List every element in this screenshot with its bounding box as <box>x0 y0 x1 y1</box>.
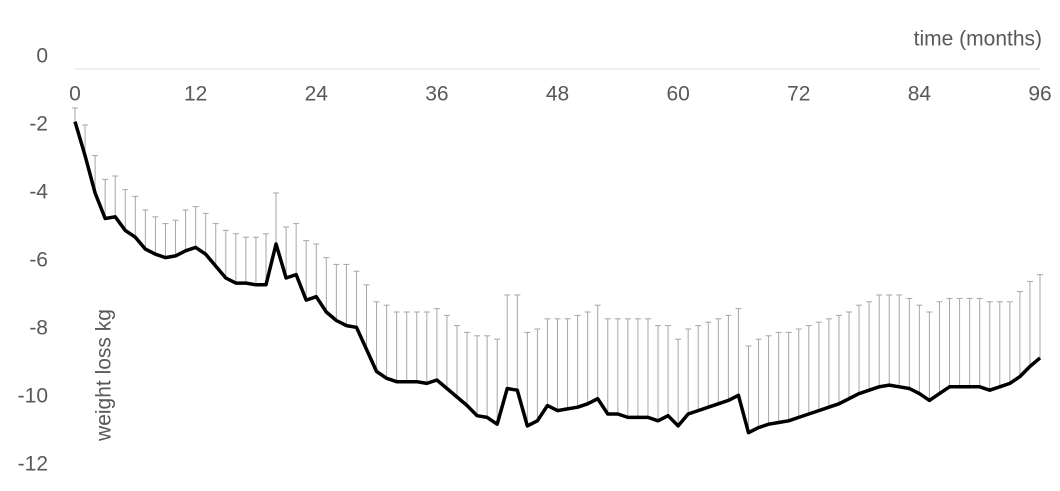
y-tick-label: -2 <box>29 113 48 136</box>
y-tick-label: -12 <box>18 453 48 476</box>
x-tick-label: 96 <box>1028 83 1051 106</box>
x-tick-label: 0 <box>69 83 81 106</box>
y-tick-label: -10 <box>18 385 48 408</box>
data-line <box>73 121 1042 435</box>
y-tick-label: -8 <box>29 317 48 340</box>
y-axis-label: weight loss kg <box>93 309 116 442</box>
y-tick-label: -6 <box>29 249 48 272</box>
x-tick-label: 24 <box>305 83 329 106</box>
x-tick-label: 60 <box>666 83 689 106</box>
x-tick-label: 84 <box>908 83 932 106</box>
x-tick-label: 72 <box>787 83 810 106</box>
x-tick-label: 12 <box>184 83 207 106</box>
x-tick-label: 36 <box>425 83 448 106</box>
y-tick-label: 0 <box>36 45 48 68</box>
x-axis-label: time (months) <box>914 28 1042 51</box>
y-tick-label: -4 <box>29 181 48 204</box>
x-tick-label: 48 <box>546 83 569 106</box>
